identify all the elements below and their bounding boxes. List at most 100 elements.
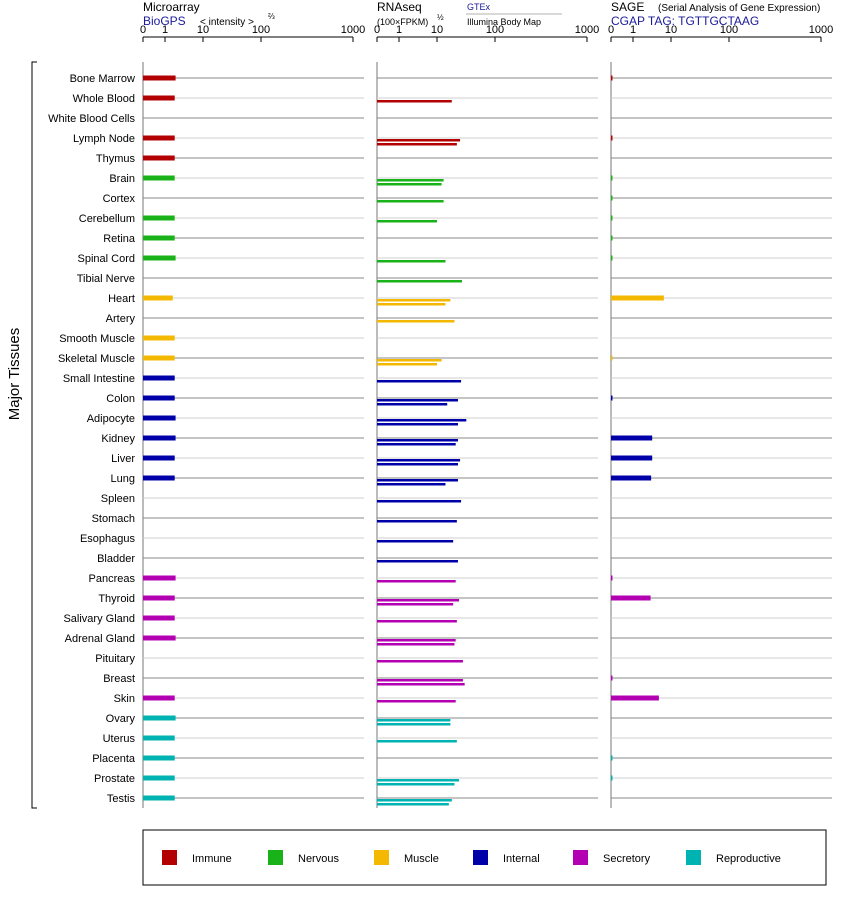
microarray-title: Microarray — [143, 0, 200, 14]
panels: 0 1 10 100 1000 0 1 10 100 1000 0 1 10 100 1000 — [140, 24, 833, 808]
microarray-tick-label-0: 0 — [140, 24, 146, 36]
rnaseq-source-bodymap: Illumina Body Map — [467, 17, 541, 27]
rnaseq-bar-brain-2 — [377, 183, 442, 186]
tissue-label-lymph-node: Lymph Node — [73, 133, 135, 145]
rnaseq-bar-colon-1 — [377, 399, 458, 402]
legend-label-secretory: Secretory — [603, 853, 651, 865]
rnaseq-bar-skeletal-muscle-1 — [377, 359, 442, 362]
sage-bar-colon — [611, 395, 613, 401]
microarray-bar-ovary — [143, 715, 176, 721]
tissue-label-uterus: Uterus — [103, 733, 136, 745]
microarray-bar-bone-marrow — [143, 75, 176, 81]
legend-swatch-nervous — [268, 850, 283, 865]
tissue-label-bone-marrow: Bone Marrow — [70, 73, 135, 85]
rnaseq-bar-skin — [377, 700, 456, 703]
rnaseq-bar-liver-2 — [377, 463, 458, 466]
tissue-label-skeletal-muscle: Skeletal Muscle — [58, 353, 135, 365]
legend-items: Immune Nervous Muscle Internal Secretory Repr… — [162, 850, 781, 865]
tissue-label-artery: Artery — [106, 313, 136, 325]
rnaseq-bar-ovary-2 — [377, 723, 451, 726]
legend-swatch-immune — [162, 850, 177, 865]
microarray-bar-small-intestine — [143, 375, 175, 381]
tissue-label-prostate: Prostate — [94, 773, 135, 785]
sage-panel: 0 1 10 100 1000 — [608, 24, 833, 808]
sage-bar-breast — [611, 675, 613, 681]
rnaseq-bar-adipocyte-1 — [377, 419, 467, 422]
microarray-bar-liver — [143, 455, 175, 461]
rnaseq-bar-lung-2 — [377, 483, 446, 486]
legend-label-immune: Immune — [192, 853, 232, 865]
tissue-label-skin: Skin — [114, 693, 135, 705]
rnaseq-bar-kidney-2 — [377, 443, 456, 446]
tissue-label-kidney: Kidney — [101, 433, 135, 445]
rnaseq-title: RNAseq — [377, 0, 422, 14]
rnaseq-unit-exponent: ½ — [437, 13, 444, 22]
microarray-bar-skeletal-muscle — [143, 355, 175, 361]
sage-title: SAGE — [611, 0, 644, 14]
y-axis: Major Tissues — [6, 61, 37, 809]
tissue-label-pancreas: Pancreas — [89, 573, 136, 585]
microarray-bar-cerebellum — [143, 215, 175, 221]
sage-subtitle: (Serial Analysis of Gene Expression) — [658, 3, 820, 14]
rnaseq-bar-lymph-node-1 — [377, 139, 461, 142]
microarray-unit-exponent: ⅔ — [268, 12, 275, 21]
microarray-tick-label-10: 10 — [197, 24, 209, 36]
microarray-tick-label-100: 100 — [252, 24, 270, 36]
microarray-bar-whole-blood — [143, 95, 175, 101]
sage-tick-label-10: 10 — [665, 24, 677, 36]
microarray-bar-thymus — [143, 155, 175, 161]
rnaseq-bar-spinal-cord — [377, 260, 446, 263]
sage-bar-lung — [611, 475, 652, 481]
rnaseq-bar-spleen — [377, 500, 462, 503]
tissue-label-white-blood-cells: White Blood Cells — [48, 113, 135, 125]
rnaseq-bar-artery — [377, 320, 455, 323]
tissue-label-lung: Lung — [111, 473, 135, 485]
sage-tick-label-1000: 1000 — [809, 24, 833, 36]
microarray-bar-heart — [143, 295, 173, 301]
legend-label-reproductive: Reproductive — [716, 853, 781, 865]
rnaseq-bar-testis-1 — [377, 799, 452, 802]
rnaseq-bar-brain-1 — [377, 179, 444, 182]
sage-bar-lymph-node — [611, 135, 613, 141]
rnaseq-bar-small-intestine — [377, 380, 462, 383]
rnaseq-bar-skeletal-muscle-2 — [377, 363, 437, 366]
rnaseq-unit-label: (100×FPKM) — [377, 17, 428, 27]
sage-bar-prostate — [611, 775, 613, 781]
rnaseq-bar-kidney-1 — [377, 439, 458, 442]
y-axis-label: Major Tissues — [6, 328, 23, 421]
tissue-label-retina: Retina — [103, 233, 136, 245]
sage-bar-cortex — [611, 195, 613, 201]
sage-bar-bone-marrow — [611, 75, 613, 81]
microarray-bar-lung — [143, 475, 175, 481]
microarray-bar-prostate — [143, 775, 175, 781]
y-axis-bracket — [31, 61, 37, 809]
sage-bar-cerebellum — [611, 215, 613, 221]
sage-bar-kidney — [611, 435, 653, 441]
rnaseq-bar-stomach — [377, 520, 457, 523]
rnaseq-bar-thyroid-1 — [377, 599, 460, 602]
microarray-header: Microarray BioGPS < intensity > ⅔ — [143, 0, 275, 28]
microarray-bar-uterus — [143, 735, 175, 741]
rnaseq-bar-heart-1 — [377, 299, 451, 302]
rnaseq-bar-prostate-2 — [377, 783, 455, 786]
tissue-label-stomach: Stomach — [92, 513, 135, 525]
microarray-bar-salivary-gland — [143, 615, 175, 621]
rnaseq-panel: 0 1 10 100 1000 — [374, 24, 599, 808]
sage-bar-heart — [611, 295, 664, 301]
tissue-label-salivary-gland: Salivary Gland — [63, 613, 135, 625]
sage-tag: CGAP TAG: TGTTGCTAAG — [611, 14, 759, 28]
tissue-label-liver: Liver — [111, 453, 135, 465]
microarray-bar-placenta — [143, 755, 175, 761]
rnaseq-bar-testis-2 — [377, 803, 449, 806]
rnaseq-bar-tibial-nerve — [377, 280, 463, 283]
sage-bar-skeletal-muscle — [611, 355, 613, 361]
sage-bar-pancreas — [611, 575, 613, 581]
rnaseq-bar-esophagus — [377, 540, 454, 543]
rnaseq-bar-breast-1 — [377, 679, 463, 682]
rnaseq-bar-salivary-gland — [377, 620, 457, 623]
rnaseq-bar-lung-1 — [377, 479, 458, 482]
sage-bar-spinal-cord — [611, 255, 613, 261]
rnaseq-header: RNAseq (100×FPKM) ½ GTEx Illumina Body M… — [377, 0, 562, 27]
rnaseq-bar-adipocyte-2 — [377, 423, 458, 426]
